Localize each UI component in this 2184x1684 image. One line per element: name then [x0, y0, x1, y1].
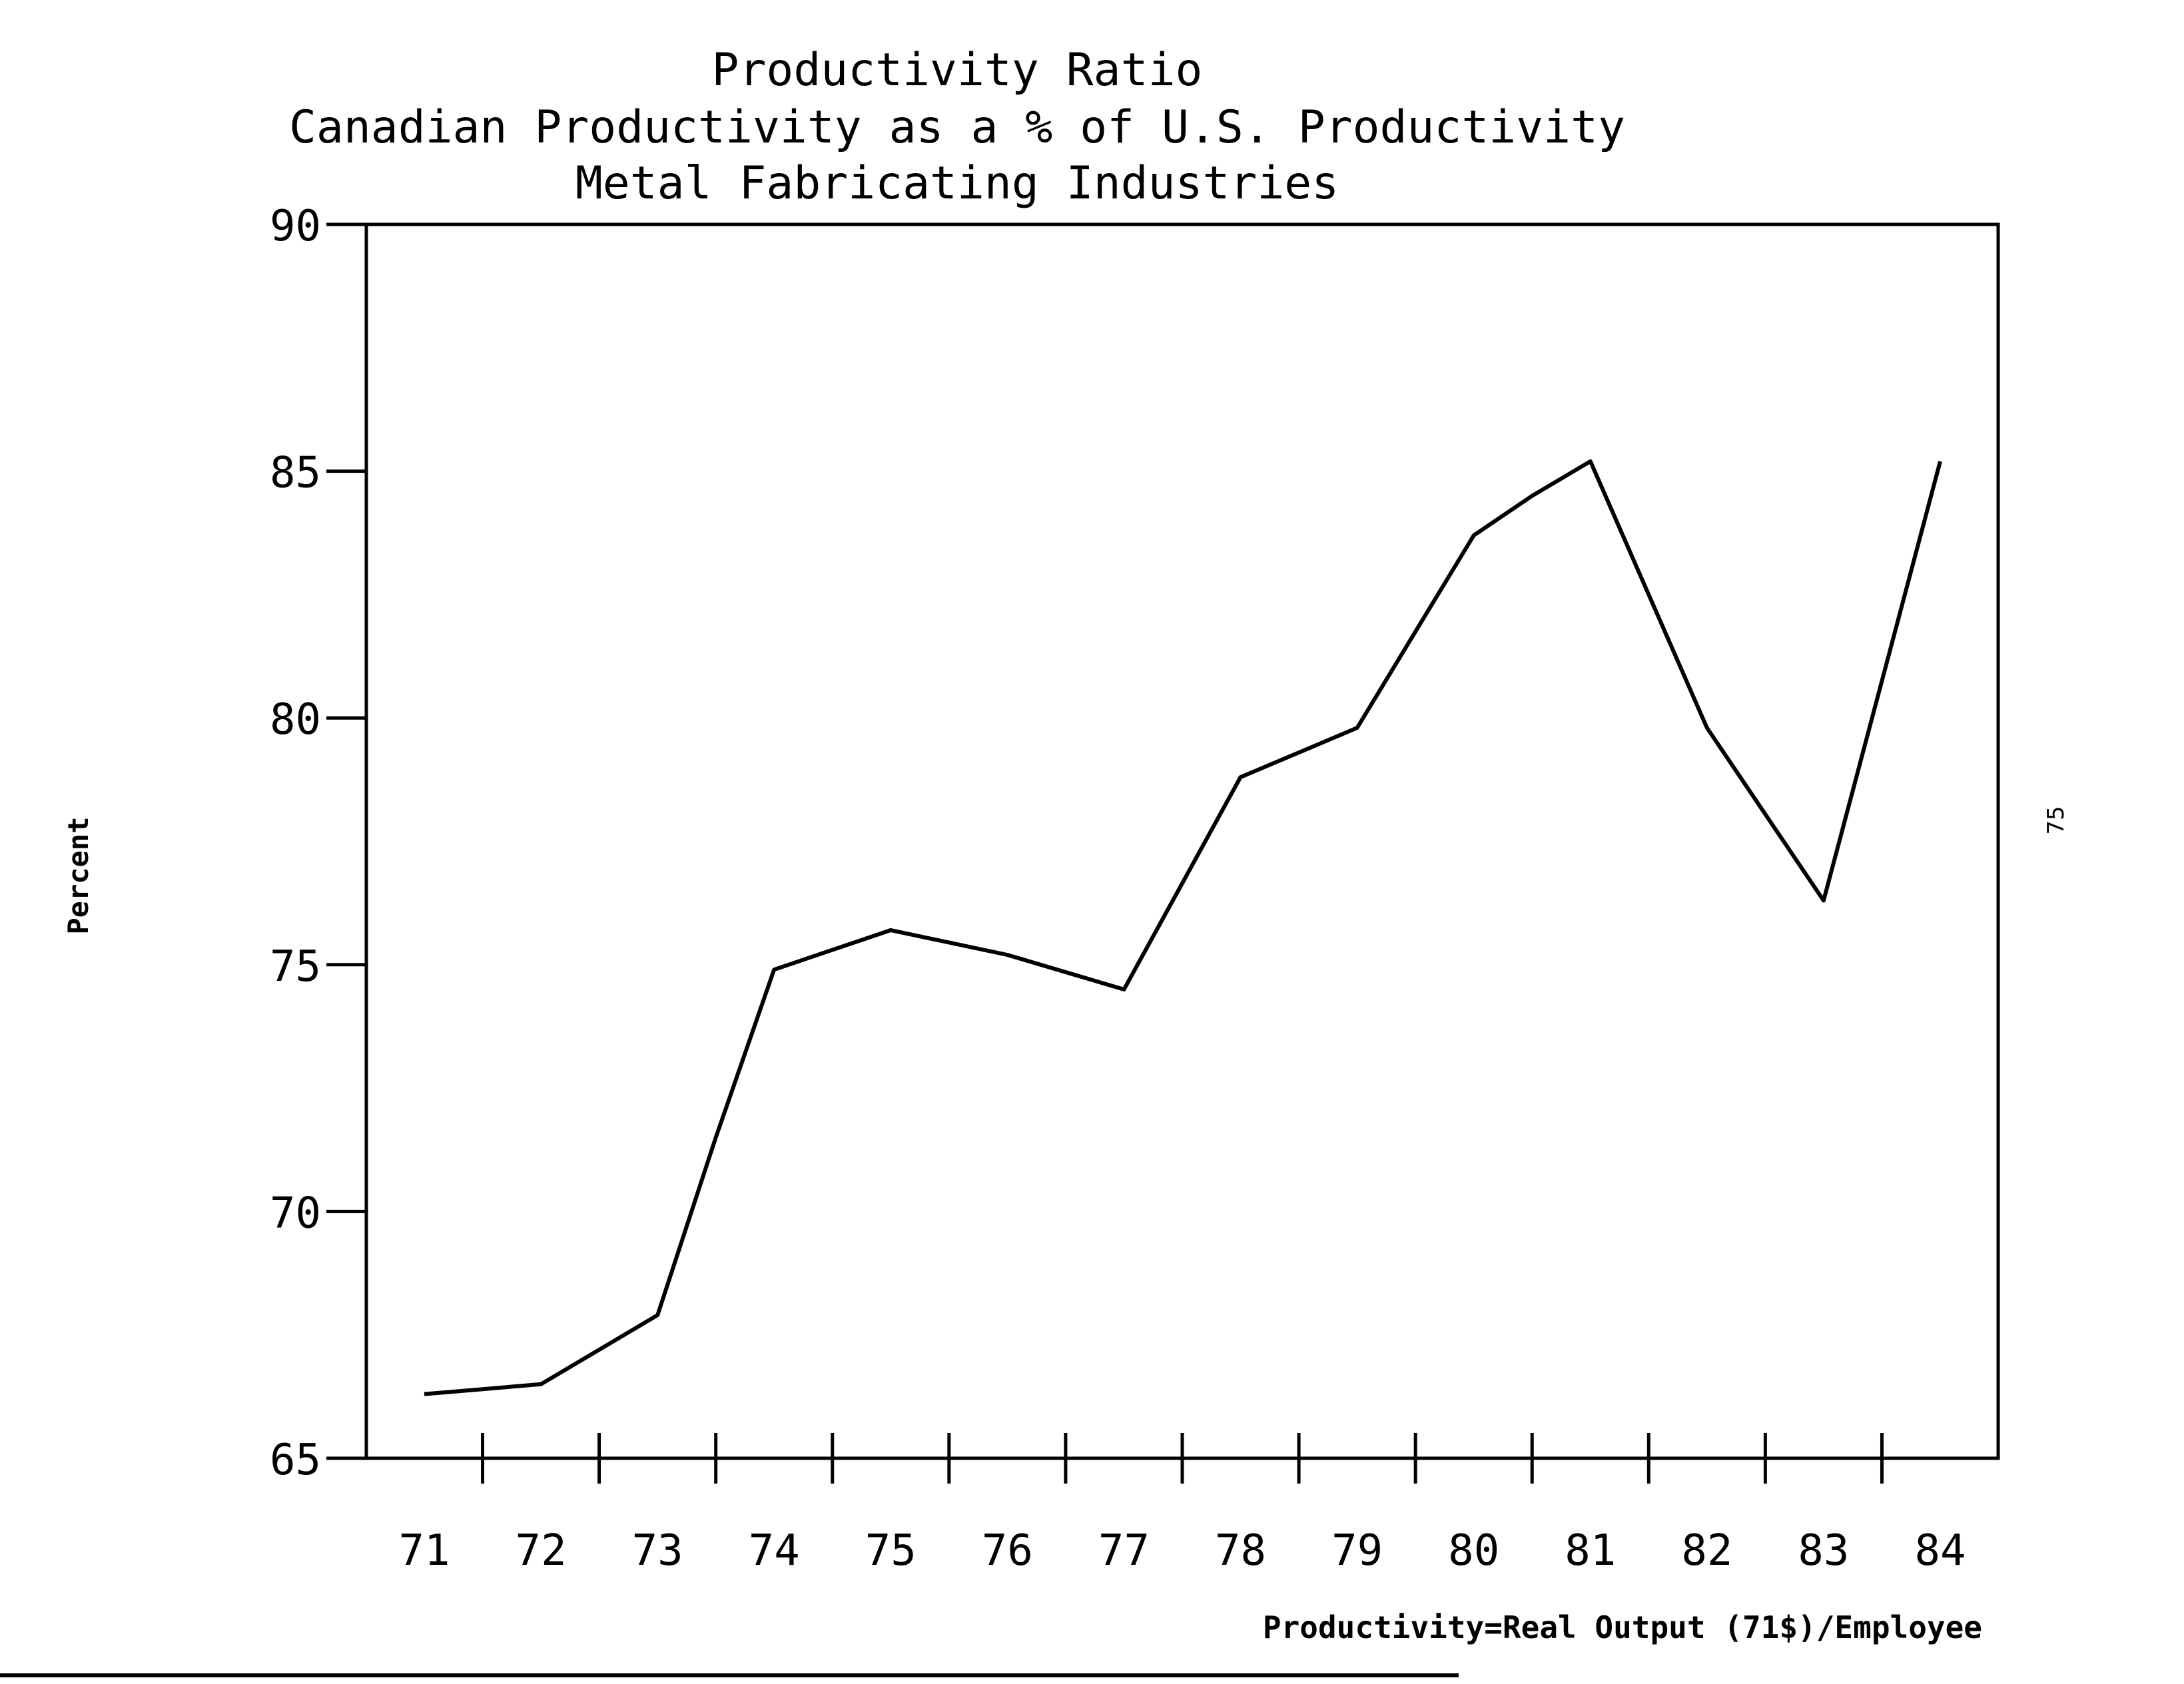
plot-frame [364, 222, 2000, 1460]
y-tick-label-90: 90 [270, 202, 321, 251]
page-number: 75 [2043, 806, 2069, 834]
chart-subtitle-line-1: Canadian Productivity as a % of U.S. Pro… [289, 101, 1625, 154]
x-tick-label-73: 73 [632, 1526, 683, 1575]
y-tick-label-70: 70 [270, 1189, 321, 1238]
x-axis: 71 72 73 74 75 76 77 78 79 80 81 82 83 84 [398, 1433, 1966, 1575]
x-tick-label-84: 84 [1914, 1526, 1966, 1575]
y-tick-label-80: 80 [270, 695, 321, 744]
y-axis-label: Percent [62, 816, 95, 934]
x-tick-label-76: 76 [982, 1526, 1033, 1575]
series [424, 459, 1942, 1396]
x-tick-label-74: 74 [749, 1526, 800, 1575]
x-tick-label-78: 78 [1215, 1526, 1266, 1575]
x-tick-label-82: 82 [1681, 1526, 1732, 1575]
y-tick-label-75: 75 [270, 942, 321, 991]
series-line [424, 459, 1942, 1396]
x-tick-label-80: 80 [1448, 1526, 1499, 1575]
x-tick-label-79: 79 [1331, 1526, 1383, 1575]
x-tick-label-83: 83 [1798, 1526, 1849, 1575]
x-tick-label-75: 75 [865, 1526, 916, 1575]
productivity-note: Productivity=Real Output (71$)/Employee [1263, 1609, 1982, 1645]
x-tick-label-71: 71 [398, 1526, 450, 1575]
chart-title: Productivity Ratio [712, 44, 1203, 97]
y-tick-label-65: 65 [270, 1436, 321, 1485]
y-axis: 65 70 75 80 85 90 [270, 202, 366, 1485]
x-tick-label-77: 77 [1098, 1526, 1150, 1575]
y-tick-label-85: 85 [270, 449, 321, 498]
x-tick-label-81: 81 [1565, 1526, 1616, 1575]
chart-subtitle-line-2: Metal Fabricating Industries [575, 157, 1339, 210]
x-tick-label-72: 72 [516, 1526, 567, 1575]
